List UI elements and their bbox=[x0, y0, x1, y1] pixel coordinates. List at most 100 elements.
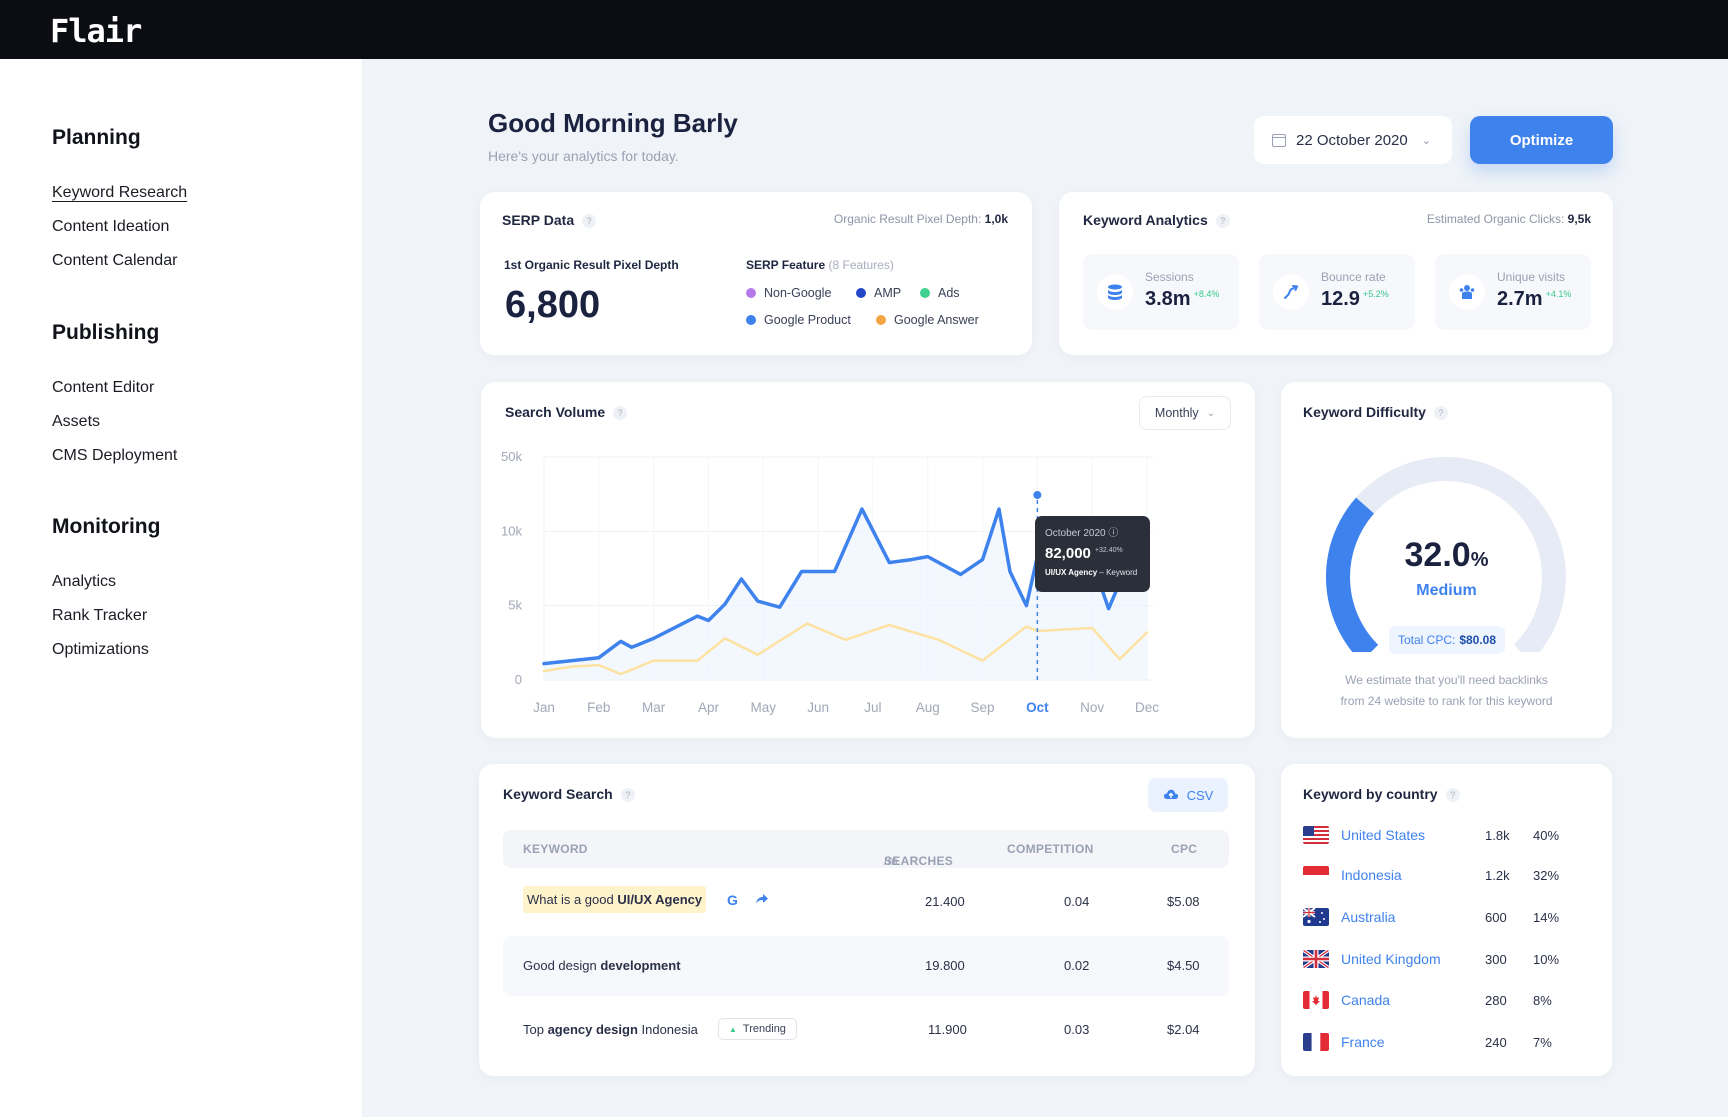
legend-google-product: Google Product bbox=[746, 313, 851, 327]
legend-ads: Ads bbox=[920, 286, 960, 300]
searches-cell: 19.800 bbox=[925, 958, 965, 973]
keyword-difficulty-title-text: Keyword Difficulty bbox=[1303, 404, 1426, 420]
serp-meta: Organic Result Pixel Depth: 1,0k bbox=[834, 212, 1008, 226]
table-header: KEYWORD SEARCHES/m COMPETITION CPC bbox=[503, 830, 1229, 868]
keyword-search-title: Keyword Search? bbox=[503, 786, 635, 802]
keyword-text: Top bbox=[523, 1022, 548, 1037]
table-row[interactable]: Top agency design Indonesia ▲ Trending 11… bbox=[503, 1000, 1229, 1060]
help-icon[interactable]: ? bbox=[1445, 788, 1460, 802]
tooltip-keyword-name: UI/UX Agency bbox=[1045, 568, 1098, 577]
column-header-cpc[interactable]: CPC bbox=[1171, 842, 1198, 856]
legend-non-google: Non-Google bbox=[746, 286, 831, 300]
legend-label: Ads bbox=[938, 286, 960, 300]
stat-value: 2.7m +4.1% bbox=[1497, 288, 1571, 311]
tooltip-date-text: October 2020 bbox=[1045, 528, 1106, 539]
cpc-cell: $2.04 bbox=[1167, 1022, 1200, 1037]
period-select-value: Monthly bbox=[1154, 406, 1199, 420]
stat-delta: +8.4% bbox=[1193, 289, 1220, 299]
help-icon[interactable]: ? bbox=[1433, 406, 1448, 420]
us-flag-icon bbox=[1303, 826, 1329, 844]
keyword-analytics-card: Keyword Analytics? Estimated Organic Cli… bbox=[1059, 192, 1613, 355]
country-row-united-kingdom[interactable]: United Kingdom 300 10% bbox=[1303, 948, 1593, 972]
canada-flag-icon bbox=[1303, 991, 1329, 1009]
total-cpc-value: $80.08 bbox=[1459, 633, 1497, 647]
stat-bounce-rate: Bounce rate 12.9 +5.2% bbox=[1259, 254, 1415, 330]
keyword-cell: Top agency design Indonesia bbox=[523, 1022, 698, 1037]
help-icon[interactable]: ? bbox=[1215, 214, 1230, 228]
help-icon[interactable]: ? bbox=[613, 406, 628, 420]
column-header-keyword[interactable]: KEYWORD bbox=[523, 842, 588, 856]
country-row-united-states[interactable]: United States 1.8k 40% bbox=[1303, 824, 1593, 848]
competition-cell: 0.03 bbox=[1064, 1022, 1090, 1037]
legend-dot bbox=[920, 288, 930, 298]
nav-item-analytics[interactable]: Analytics bbox=[52, 573, 117, 590]
series-area bbox=[544, 509, 1147, 680]
legend-dot bbox=[746, 288, 756, 298]
gauge-fill bbox=[1326, 497, 1379, 652]
app-logo[interactable]: Flair bbox=[50, 12, 142, 50]
period-select[interactable]: Monthly ⌄ bbox=[1139, 396, 1231, 430]
table-row[interactable]: Good design development 19.800 0.02 $4.5… bbox=[503, 936, 1229, 996]
x-tick-label: Dec bbox=[1135, 700, 1159, 715]
country-percent: 10% bbox=[1533, 952, 1560, 967]
country-name: Australia bbox=[1341, 909, 1396, 925]
help-icon[interactable]: ? bbox=[582, 214, 597, 228]
keyword-search-card: Keyword Search? CSV KEYWORD SEARCHES/m C… bbox=[479, 764, 1255, 1076]
x-tick-label: Nov bbox=[1080, 700, 1104, 715]
highlight-point bbox=[1033, 491, 1042, 499]
date-picker[interactable]: 22 October 2020 ⌄ bbox=[1254, 116, 1452, 164]
difficulty-percent: 32.0% bbox=[1281, 536, 1612, 575]
chevron-down-icon: ⌄ bbox=[1421, 134, 1431, 147]
country-row-indonesia[interactable]: Indonesia 1.2k 32% bbox=[1303, 864, 1593, 888]
tooltip-value: 82,000 +32.40% bbox=[1045, 545, 1140, 562]
tooltip-keyword-suffix: – Keyword bbox=[1099, 568, 1138, 577]
triangle-up-icon: ▲ bbox=[729, 1025, 737, 1034]
keyword-search-title-text: Keyword Search bbox=[503, 786, 613, 802]
nav-item-cms-deployment[interactable]: CMS Deployment bbox=[52, 447, 178, 464]
greeting-title: Good Morning Barly bbox=[488, 108, 738, 138]
nav-item-content-ideation[interactable]: Content Ideation bbox=[52, 218, 170, 235]
x-tick-label: Jul bbox=[864, 700, 881, 715]
keyword-text-after: Indonesia bbox=[637, 1022, 698, 1037]
nav-item-keyword-research[interactable]: Keyword Research bbox=[52, 184, 188, 201]
y-tick-label: 50k bbox=[501, 449, 522, 464]
nav-item-content-calendar[interactable]: Content Calendar bbox=[52, 252, 178, 269]
nav-item-assets[interactable]: Assets bbox=[52, 413, 101, 430]
difficulty-note: We estimate that you'll need backlinks fr… bbox=[1301, 670, 1592, 712]
country-row-france[interactable]: France 240 7% bbox=[1303, 1031, 1593, 1055]
x-tick-label: Feb bbox=[587, 700, 610, 715]
keyword-analytics-meta-value: 9,5k bbox=[1567, 212, 1591, 226]
nav-item-optimizations[interactable]: Optimizations bbox=[52, 641, 149, 658]
legend-dot bbox=[746, 315, 756, 325]
country-name: Canada bbox=[1341, 992, 1391, 1008]
country-row-canada[interactable]: Canada 280 8% bbox=[1303, 989, 1593, 1013]
database-icon bbox=[1097, 274, 1133, 310]
search-volume-card: Search Volume? Monthly ⌄ 0 5k 10k 50k Jan Feb M… bbox=[481, 382, 1255, 738]
country-row-australia[interactable]: Australia 600 14% bbox=[1303, 906, 1593, 930]
nav-item-rank-tracker[interactable]: Rank Tracker bbox=[52, 607, 148, 624]
cpc-cell: $5.08 bbox=[1167, 894, 1200, 909]
keyword-bold-text: development bbox=[600, 958, 681, 973]
stat-label: Bounce rate bbox=[1321, 270, 1386, 284]
column-header-competition[interactable]: COMPETITION bbox=[1007, 842, 1094, 856]
difficulty-gauge bbox=[1326, 457, 1566, 652]
table-row[interactable]: What is a good UI/UX Agency G 21.400 0.0… bbox=[503, 872, 1229, 932]
nav-section-monitoring: Monitoring bbox=[52, 515, 161, 538]
country-name: United Kingdom bbox=[1341, 951, 1441, 967]
stat-sessions: Sessions 3.8m +8.4% bbox=[1083, 254, 1239, 330]
help-icon[interactable]: ? bbox=[620, 788, 635, 802]
serp-data-card: SERP Data? Organic Result Pixel Depth: 1… bbox=[480, 192, 1032, 355]
difficulty-note-line: from 24 website to rank for this keyword bbox=[1340, 694, 1553, 708]
csv-export-button[interactable]: CSV bbox=[1148, 778, 1228, 812]
tooltip-keyword: UI/UX Agency – Keyword bbox=[1045, 568, 1140, 577]
chevron-down-icon: ⌄ bbox=[1206, 407, 1216, 419]
stat-delta: +5.2% bbox=[1362, 289, 1389, 299]
keyword-difficulty-card: Keyword Difficulty? 32.0% Medium Total C… bbox=[1281, 382, 1612, 738]
stat-unique-visits: Unique visits 2.7m +4.1% bbox=[1435, 254, 1591, 330]
total-cpc-badge: Total CPC: $80.08 bbox=[1389, 626, 1505, 654]
share-arrow-icon[interactable] bbox=[755, 892, 769, 908]
google-icon[interactable]: G bbox=[727, 892, 738, 908]
nav-item-content-editor[interactable]: Content Editor bbox=[52, 379, 155, 396]
y-tick-label: 10k bbox=[501, 523, 522, 538]
optimize-button[interactable]: Optimize bbox=[1470, 116, 1613, 164]
